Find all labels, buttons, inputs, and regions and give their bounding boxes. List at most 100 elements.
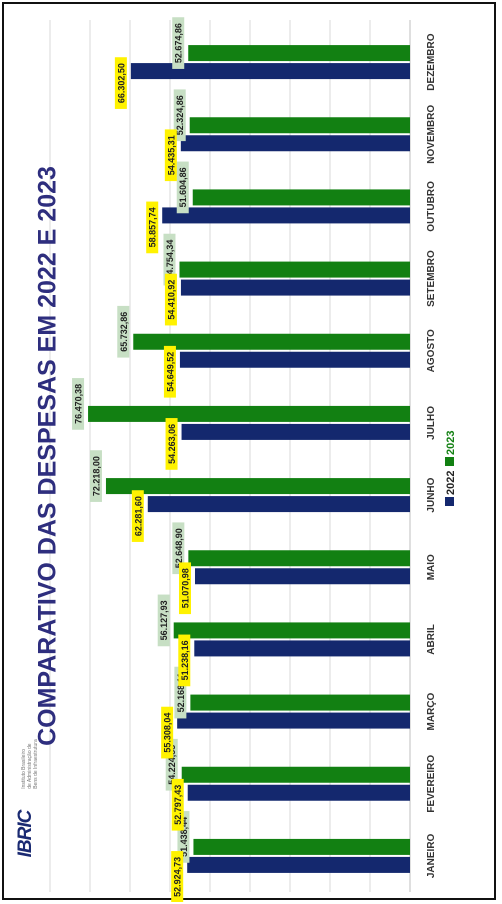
data-label-2023: 76.470,38	[74, 384, 84, 424]
data-label-2022-group: 58.857,74	[146, 201, 159, 254]
data-label-2022-bg	[131, 490, 144, 542]
data-label-2022-bg	[164, 129, 177, 182]
legend-label-2022: 2022	[445, 471, 457, 495]
bar-2023	[179, 261, 410, 278]
data-label-2022: 54.410,92	[166, 280, 176, 320]
category-label: JULHO	[426, 406, 437, 440]
bar-2023	[192, 189, 410, 206]
data-label-2023: 52.324,86	[175, 95, 185, 135]
data-label-2022-group: 52.797,43	[171, 778, 184, 831]
bar-2022	[177, 712, 410, 729]
data-label-2023-bg	[157, 594, 170, 647]
bar-2023	[189, 117, 410, 134]
category-label: MARÇO	[426, 692, 437, 730]
chart-title: COMPARATIVO DAS DESPESAS EM 2022 E 2023	[33, 166, 62, 746]
category-label: MAIO	[426, 554, 437, 580]
category-label-group: JULHO	[426, 406, 437, 440]
bar-2022	[130, 63, 410, 80]
data-label-2022: 54.435,31	[166, 135, 176, 175]
data-label-2022: 55.308,04	[163, 713, 173, 753]
data-label-2023: 52.168,11	[176, 673, 186, 713]
bar-2022	[181, 423, 410, 440]
category-label-group: DEZEMBRO	[426, 33, 437, 90]
bar-2022	[187, 856, 410, 873]
data-label-2023-group: 72.218,00	[89, 450, 102, 502]
data-label-2023-group: 52.648,90	[172, 522, 185, 575]
category-label-group: OUTUBRO	[426, 181, 437, 232]
data-label-2023-bg	[117, 305, 130, 358]
bar-2023	[181, 766, 410, 783]
bar-2022	[180, 279, 410, 296]
data-label-2022-group: 54.263,06	[165, 418, 178, 470]
data-label-2022-group: 62.281,60	[131, 490, 144, 542]
data-label-2022-bg	[171, 851, 184, 902]
bar-2023	[88, 405, 411, 422]
category-label-group: SETEMBRO	[426, 250, 437, 307]
data-label-2023-bg	[89, 450, 102, 502]
category-label: FEVEREIRO	[426, 755, 437, 813]
data-label-2022-group: 51.238,16	[178, 634, 191, 687]
data-label-2022-bg	[164, 273, 177, 326]
category-label: DEZEMBRO	[426, 33, 437, 90]
category-label-group: JANEIRO	[426, 833, 437, 878]
legend-swatch-2023	[445, 457, 454, 466]
bar-2022	[179, 351, 410, 368]
data-label-2022-bg	[114, 57, 127, 109]
bar-2022	[180, 135, 410, 152]
data-label-2022-group: 66.302,50	[114, 57, 127, 109]
data-label-2022: 58.857,74	[148, 207, 158, 247]
category-label: OUTUBRO	[426, 181, 437, 232]
data-label-2023: 56.127,93	[159, 600, 169, 640]
bar-2023	[188, 45, 410, 62]
data-label-2022-group: 52.924,73	[171, 851, 184, 902]
data-label-2022: 54.263,06	[167, 424, 177, 464]
bar-2023	[193, 838, 410, 855]
data-label-2023-bg	[173, 89, 186, 142]
ibric-logo: IBRIC	[15, 811, 37, 858]
bar-2023	[105, 478, 410, 495]
category-label-group: FEVEREIRO	[426, 755, 437, 813]
data-label-2022-group: 55.308,04	[161, 706, 174, 759]
data-label-2022-group: 54.435,31	[164, 129, 177, 182]
legend: 2022 2023	[445, 431, 457, 506]
data-label-2023: 52.674,86	[174, 23, 184, 63]
data-label-2023: 51.604,86	[178, 167, 188, 207]
data-label-2023-bg	[176, 161, 189, 214]
data-label-2023-bg	[163, 233, 176, 286]
bar-2022	[162, 207, 410, 224]
data-label-2022: 62.281,60	[133, 496, 143, 536]
data-label-2022: 51.070,98	[180, 568, 190, 608]
bar-2023	[173, 622, 410, 639]
data-label-2023-group: 51.604,86	[176, 161, 189, 214]
data-label-2023-group: 65.732,86	[117, 305, 130, 358]
data-label-2023-bg	[72, 378, 85, 430]
data-label-2022: 52.797,43	[173, 785, 183, 825]
data-label-2022-bg	[161, 706, 174, 759]
data-label-2023: 65.732,86	[119, 312, 129, 352]
data-label-2022-group: 54.410,92	[164, 273, 177, 326]
category-label: JANEIRO	[426, 833, 437, 878]
category-label: AGOSTO	[426, 329, 437, 372]
data-label-2023-bg	[172, 522, 185, 575]
data-label-2023: 54.224,55	[167, 745, 177, 785]
data-label-2023-group: 56.127,93	[157, 594, 170, 647]
bar-2023	[188, 550, 410, 567]
bar-2022	[147, 496, 410, 513]
chart-frame: 51.438,44 52.924,73 JANEIRO 54.224,55 52.797…	[2, 2, 496, 902]
legend-label-2023: 2023	[445, 431, 457, 455]
data-label-2022-bg	[178, 634, 191, 687]
data-label-2022-bg	[165, 418, 178, 470]
bar-2023	[190, 694, 410, 711]
data-label-2023: 51.438,44	[179, 817, 189, 857]
category-label-group: MARÇO	[426, 692, 437, 730]
data-label-2023: 52.648,90	[174, 528, 184, 568]
category-label-group: MAIO	[426, 554, 437, 580]
logo-caption: Instituto Brasileiro de Administração de…	[21, 739, 39, 789]
data-label-2022-bg	[171, 778, 184, 831]
data-label-2022: 51.238,16	[180, 640, 190, 680]
bar-2022	[194, 640, 410, 657]
data-label-2023: 54.754,34	[165, 240, 175, 280]
category-label: NOVEMBRO	[426, 105, 437, 164]
category-label: ABRIL	[426, 624, 437, 655]
